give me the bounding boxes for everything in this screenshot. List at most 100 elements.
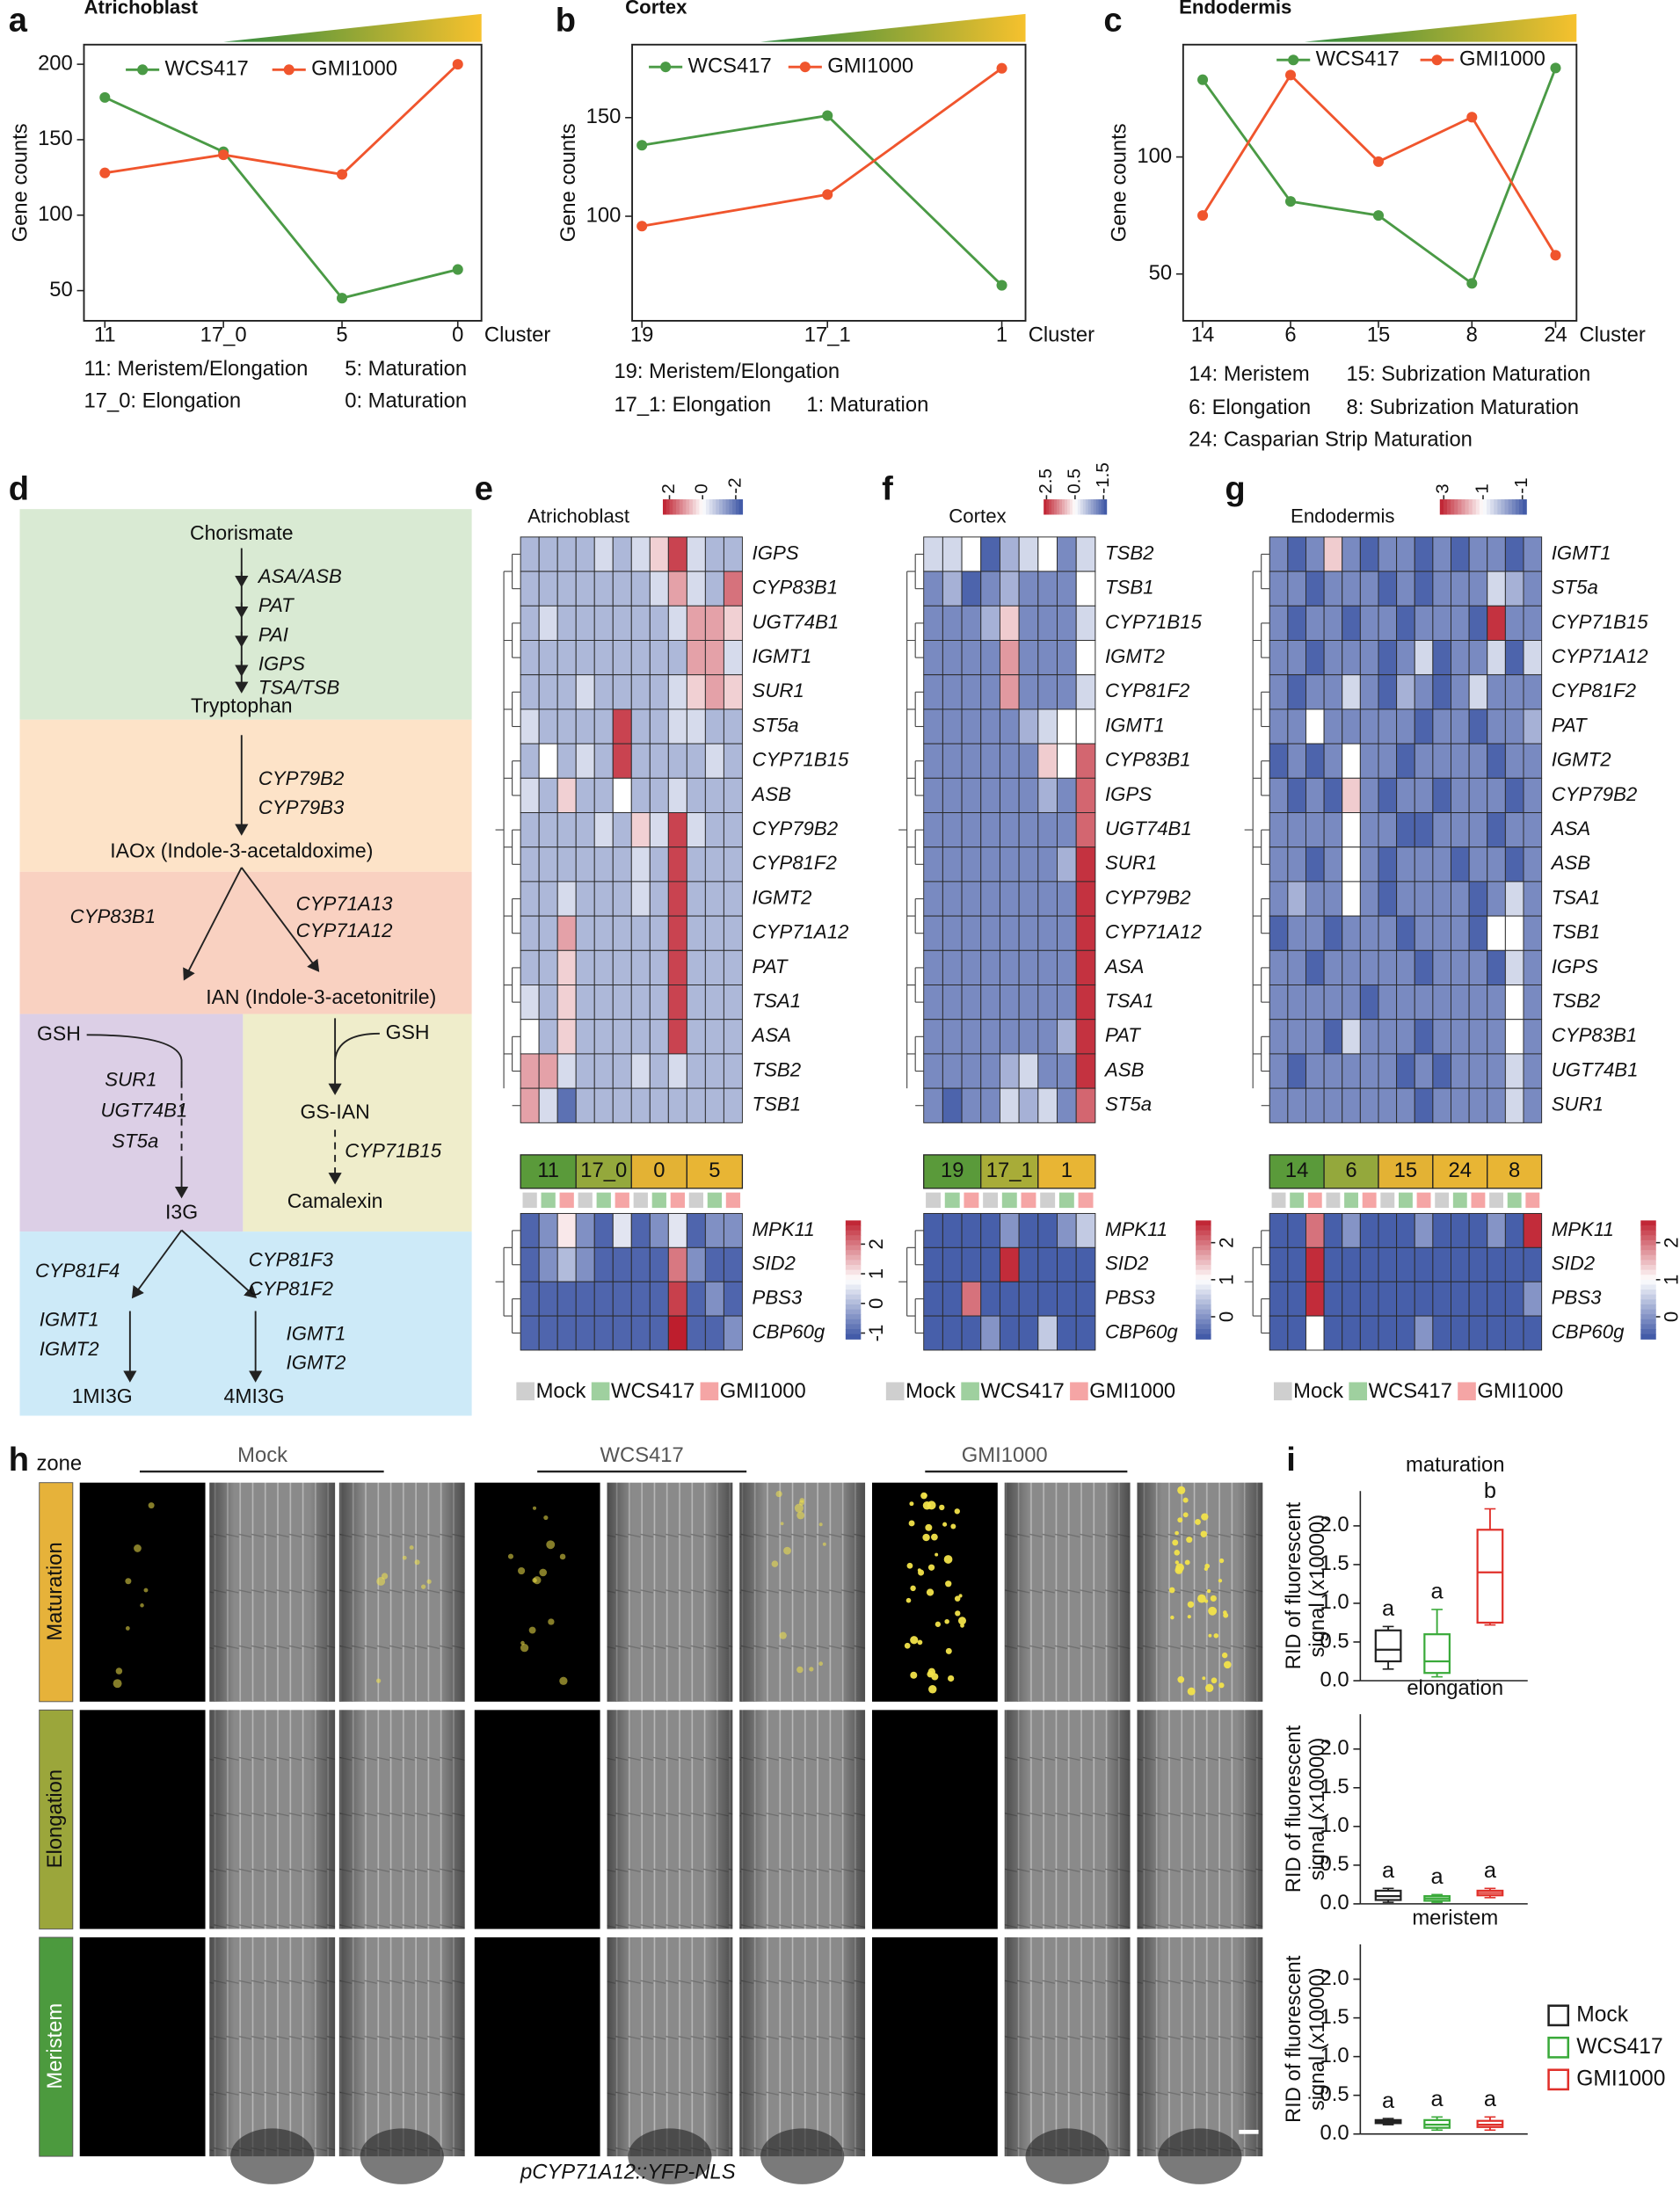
colorbar-step: [1640, 1314, 1656, 1320]
heatmap-cell: [1396, 570, 1415, 607]
heatmap-cell: [1287, 1246, 1306, 1282]
nucleus: [1223, 1610, 1227, 1615]
nucleus: [910, 1585, 916, 1592]
heatmap-cell: [593, 743, 614, 779]
heatmap-cell: [520, 1053, 540, 1089]
heatmap-cell: [686, 570, 706, 607]
heatmap-cell: [980, 949, 1000, 985]
heatmap-cell: [942, 777, 963, 813]
heatmap-cell: [575, 674, 595, 710]
heatmap-cell: [942, 985, 963, 1021]
heatmap-cell: [1468, 605, 1488, 641]
micrograph-fluorescence: [79, 1710, 206, 1929]
colorbar-step: [725, 499, 730, 515]
y-tick-label: 2.0: [1320, 1513, 1349, 1537]
heatmap-cell: [556, 536, 577, 572]
heatmap-cell: [1414, 1246, 1434, 1282]
enzyme: CYP79B2: [258, 767, 345, 789]
heatmap-cell: [1037, 812, 1058, 848]
heatmap-cell: [999, 1053, 1020, 1089]
micrograph-shade: [607, 1710, 733, 1929]
heatmap-cell: [1037, 570, 1058, 607]
cluster-label: 19: [941, 1159, 964, 1182]
heatmap-cell: [980, 1281, 1000, 1317]
legend-swatch: [1273, 1382, 1292, 1401]
cluster-note: 11: Meristem/Elongation: [84, 357, 308, 381]
nucleus: [113, 1679, 122, 1689]
heatmap-cell: [1378, 605, 1398, 641]
heatmap-cell: [1504, 674, 1524, 710]
heatmap-cell: [556, 915, 577, 951]
colorbar-step: [1640, 1230, 1656, 1236]
gene-label: PBS3: [1105, 1287, 1155, 1309]
y-tick-label: 150: [586, 105, 622, 128]
heatmap-cell: [1523, 1315, 1543, 1351]
colorbar-step: [1061, 499, 1065, 515]
treatment-cell: [944, 1192, 960, 1209]
heatmap-cell: [1287, 536, 1306, 572]
heatmap-cell: [630, 812, 651, 848]
heatmap-cell: [1305, 1053, 1325, 1089]
heatmap-cell: [593, 1315, 614, 1351]
nucleus: [518, 1566, 526, 1575]
gene-label: ST5a: [753, 714, 799, 736]
nucleus: [945, 1580, 952, 1588]
heatmap-cell: [1287, 846, 1306, 883]
heatmap-cell: [538, 1315, 558, 1351]
heatmap-cell: [686, 985, 706, 1021]
heatmap-cell: [667, 1212, 687, 1248]
cluster-label: 0: [653, 1159, 665, 1182]
nucleus: [960, 1623, 964, 1628]
heatmap-cell: [1037, 708, 1058, 745]
dendrogram: [898, 1247, 908, 1317]
heatmap-cell: [1287, 1087, 1306, 1123]
heatmap-cell: [649, 1246, 669, 1282]
heatmap-cell: [1342, 1281, 1361, 1317]
heatmap-cell: [593, 1246, 614, 1282]
heatmap-cell: [612, 570, 632, 607]
heatmap-cell: [1451, 708, 1470, 745]
colorbar-step: [1497, 499, 1502, 515]
heatmap-cell: [1359, 605, 1379, 641]
heatmap-cell: [723, 674, 743, 710]
heatmap-cell: [1414, 846, 1434, 883]
micrograph-fluorescence: [871, 1710, 998, 1929]
legend-swatch: [961, 1382, 979, 1401]
treatment-cell: [578, 1192, 593, 1209]
y-tick-label: 0.5: [1320, 1629, 1349, 1653]
heatmap-cell: [1037, 1087, 1058, 1123]
heatmap-cell: [520, 640, 540, 676]
colorbar-step: [1640, 1245, 1656, 1251]
heatmap-cell: [1342, 536, 1361, 572]
heatmap-cell: [667, 949, 687, 985]
heatmap-cell: [575, 949, 595, 985]
enzyme: CYP79B3: [258, 796, 345, 818]
colorbar-label: 0: [865, 1298, 887, 1309]
micrograph-shade: [1137, 1482, 1263, 1702]
heatmap-cell: [1305, 674, 1325, 710]
cluster-note: 8: Subrization Maturation: [1346, 396, 1579, 419]
nucleus: [1221, 1652, 1228, 1659]
heatmap-cell: [999, 846, 1020, 883]
gene-label: CYP71A12: [753, 921, 850, 943]
heatmap-cell: [1432, 1246, 1451, 1282]
heatmap-cell: [1305, 949, 1325, 985]
heatmap-cell: [556, 949, 577, 985]
heatmap-cell: [723, 812, 743, 848]
data-point: [452, 59, 463, 70]
gene-label: IGMT1: [1105, 714, 1165, 736]
colorbar-step: [1640, 1284, 1656, 1290]
nucleus: [944, 1618, 949, 1624]
heatmap-cell: [942, 743, 963, 779]
gene-label: CYP83B1: [1105, 749, 1191, 771]
nucleus: [1177, 1517, 1183, 1523]
x-tick-label: 5: [336, 323, 347, 347]
data-point: [1466, 112, 1478, 123]
nucleus: [559, 1553, 566, 1560]
nucleus: [1197, 1594, 1206, 1603]
heatmap-cell: [980, 743, 1000, 779]
heatmap-cell: [1468, 881, 1488, 917]
heatmap-cell: [686, 1053, 706, 1089]
heatmap-cell: [942, 605, 963, 641]
zone-label: Elongation: [43, 1769, 67, 1868]
